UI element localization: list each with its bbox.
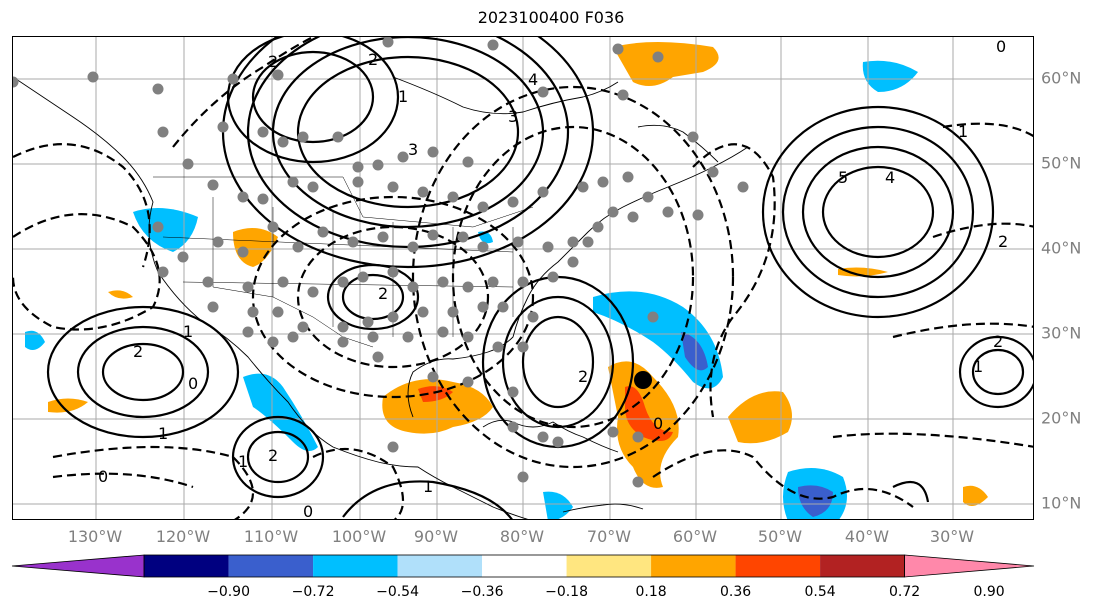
contour-label: 0 bbox=[98, 467, 108, 486]
contour-label: 2 bbox=[578, 367, 588, 386]
colorbar-tick-label: −0.90 bbox=[207, 584, 250, 600]
colorbar-tick-label: −0.18 bbox=[545, 584, 588, 600]
colorbar-tick-label: 0.36 bbox=[719, 584, 752, 600]
blue-field bbox=[798, 485, 833, 517]
cyan-field bbox=[243, 373, 318, 451]
red-field bbox=[418, 386, 453, 402]
orange-field bbox=[613, 42, 719, 86]
solid-contours bbox=[46, 37, 1033, 519]
contour-label: 2 bbox=[268, 446, 278, 465]
map-canvas: 0 2 1 3 2 3 4 5 4 2 2 1 1 2 0 1 1 2 2 2 … bbox=[13, 37, 1033, 520]
contour-label: 4 bbox=[885, 168, 895, 187]
longitude-label: 30°W bbox=[929, 527, 975, 546]
contour-label: 2 bbox=[993, 332, 1003, 351]
colorbar-tick-label: −0.72 bbox=[291, 584, 335, 600]
blue-field bbox=[681, 332, 708, 371]
contour-label: 0 bbox=[303, 502, 313, 520]
cyan-field bbox=[25, 330, 45, 351]
contour-label: 0 bbox=[188, 374, 198, 393]
colorbar-tick-label: 0.72 bbox=[888, 584, 921, 600]
contour-label: 3 bbox=[408, 140, 418, 159]
orange-field bbox=[728, 391, 792, 444]
contour-label: 2 bbox=[133, 342, 143, 361]
latitude-label: 10°N bbox=[1041, 493, 1082, 513]
contour-label: 4 bbox=[528, 70, 538, 89]
longitude-label: 50°W bbox=[757, 527, 803, 546]
colorbar-tick-label: −0.54 bbox=[376, 584, 419, 600]
graticule bbox=[13, 37, 1033, 519]
storm-center-marker bbox=[634, 371, 652, 389]
contour-label: 1 bbox=[958, 122, 968, 141]
orange-field bbox=[382, 379, 493, 434]
contour-label: 2 bbox=[998, 232, 1008, 251]
contour-label: 1 bbox=[158, 424, 168, 443]
contour-label: 1 bbox=[973, 357, 983, 376]
longitude-label: 90°W bbox=[413, 527, 459, 546]
longitude-label: 120°W bbox=[155, 527, 211, 546]
contour-label: 2 bbox=[378, 284, 388, 303]
longitude-label: 130°W bbox=[67, 527, 123, 546]
orange-field bbox=[108, 290, 133, 299]
cyan-field bbox=[543, 491, 573, 519]
contour-label: 0 bbox=[996, 37, 1006, 56]
latitude-label: 60°N bbox=[1041, 68, 1082, 88]
map-panel[interactable]: 0 2 1 3 2 3 4 5 4 2 2 1 1 2 0 1 1 2 2 2 … bbox=[12, 36, 1034, 520]
station-markers bbox=[13, 37, 749, 488]
contour-label: 1 bbox=[398, 87, 408, 106]
longitude-label: 80°W bbox=[499, 527, 545, 546]
longitude-label: 60°W bbox=[672, 527, 718, 546]
longitude-label: 100°W bbox=[331, 527, 387, 546]
cyan-field bbox=[862, 60, 918, 92]
contour-label: 5 bbox=[838, 168, 848, 187]
orange-field bbox=[963, 485, 988, 506]
colorbar-tick-label: 0.90 bbox=[973, 584, 1005, 600]
latitude-label: 20°N bbox=[1041, 408, 1082, 428]
longitude-label: 70°W bbox=[586, 527, 632, 546]
contour-label: 2 bbox=[368, 50, 378, 69]
colorbar-tick-label: 0.54 bbox=[804, 584, 836, 600]
latitude-label: 50°N bbox=[1041, 153, 1082, 173]
latitude-label: 30°N bbox=[1041, 323, 1082, 343]
contour-label: 1 bbox=[423, 477, 433, 496]
longitude-label: 110°W bbox=[243, 527, 299, 546]
contour-label: 1 bbox=[238, 452, 248, 471]
orange-field bbox=[233, 228, 278, 267]
colorbar bbox=[11, 554, 1035, 578]
map-title: 2023100400 F036 bbox=[477, 8, 625, 27]
longitude-label: 40°W bbox=[844, 527, 890, 546]
cyan-field bbox=[133, 208, 198, 252]
contour-label: 2 bbox=[268, 52, 278, 71]
orange-field bbox=[838, 267, 888, 277]
contour-label-group: 0 2 1 3 2 3 4 5 4 2 2 1 1 2 0 1 1 2 2 2 … bbox=[98, 37, 1008, 520]
contour-label: 1 bbox=[183, 322, 193, 341]
colorbar-tick-label: −0.36 bbox=[460, 584, 504, 600]
red-field bbox=[625, 386, 673, 441]
contour-label: 3 bbox=[508, 107, 518, 126]
colorbar-tick-label: 0.18 bbox=[635, 584, 667, 600]
contour-label: 0 bbox=[653, 414, 663, 433]
latitude-label: 40°N bbox=[1041, 238, 1082, 258]
